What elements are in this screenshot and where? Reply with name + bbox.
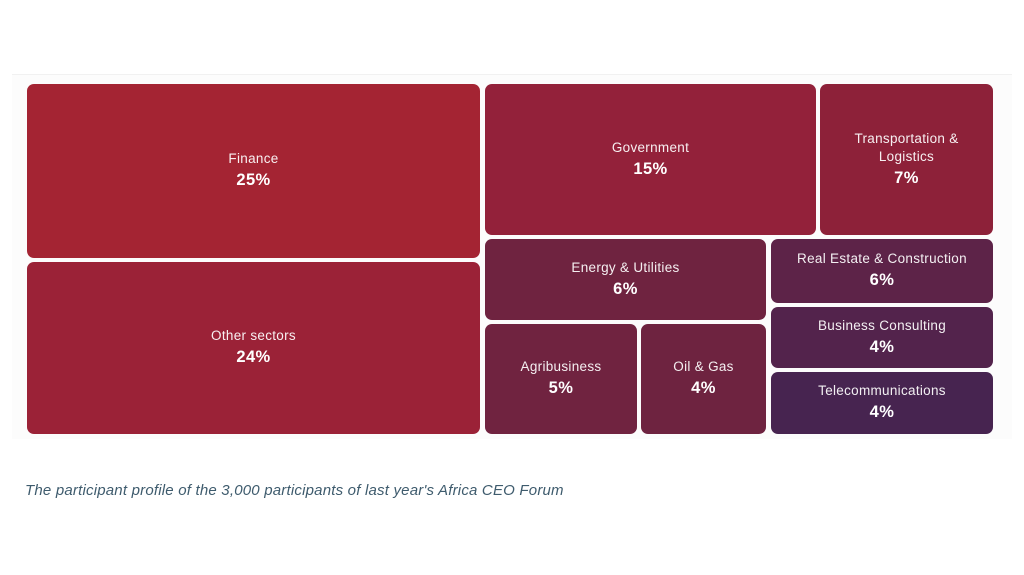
tile-label: Government — [611, 139, 690, 155]
treemap-tile-finance: Finance 25% — [27, 84, 480, 258]
tile-value: 25% — [236, 171, 271, 190]
tile-label: Telecommunications — [818, 383, 946, 399]
treemap-tile-agribusiness: Agribusiness 5% — [485, 324, 637, 434]
tile-value: 6% — [613, 279, 638, 298]
treemap-tile-oil-gas: Oil & Gas 4% — [641, 324, 766, 434]
tile-value: 5% — [548, 379, 574, 398]
tile-label: Energy & Utilities — [571, 259, 680, 275]
treemap-tile-transportation-logistics: Transportation & Logistics 7% — [820, 84, 993, 235]
treemap-tile-government: Government 15% — [485, 84, 816, 235]
treemap-tile-real-estate-construction: Real Estate & Construction 6% — [771, 239, 993, 303]
tile-value: 24% — [236, 348, 271, 367]
tile-label: Real Estate & Construction — [797, 251, 967, 267]
treemap-tile-other-sectors: Other sectors 24% — [27, 262, 480, 434]
tile-value: 4% — [691, 379, 716, 398]
tile-label: Finance — [228, 151, 279, 167]
tile-label: Business Consulting — [817, 317, 947, 333]
treemap-tile-telecommunications: Telecommunications 4% — [771, 372, 993, 434]
treemap-tile-energy-utilities: Energy & Utilities 6% — [485, 239, 766, 320]
tile-label: Other sectors — [211, 328, 296, 344]
chart-caption: The participant profile of the 3,000 par… — [25, 482, 564, 499]
tile-value: 4% — [869, 337, 895, 356]
tile-label: Agribusiness — [520, 359, 602, 375]
tile-value: 4% — [869, 403, 895, 422]
tile-value: 6% — [869, 271, 895, 290]
tile-label: Oil & Gas — [673, 359, 734, 375]
tile-value: 7% — [894, 169, 919, 188]
treemap-tile-business-consulting: Business Consulting 4% — [771, 307, 993, 368]
tile-label: Transportation & Logistics — [854, 130, 959, 164]
tile-value: 15% — [633, 159, 668, 178]
